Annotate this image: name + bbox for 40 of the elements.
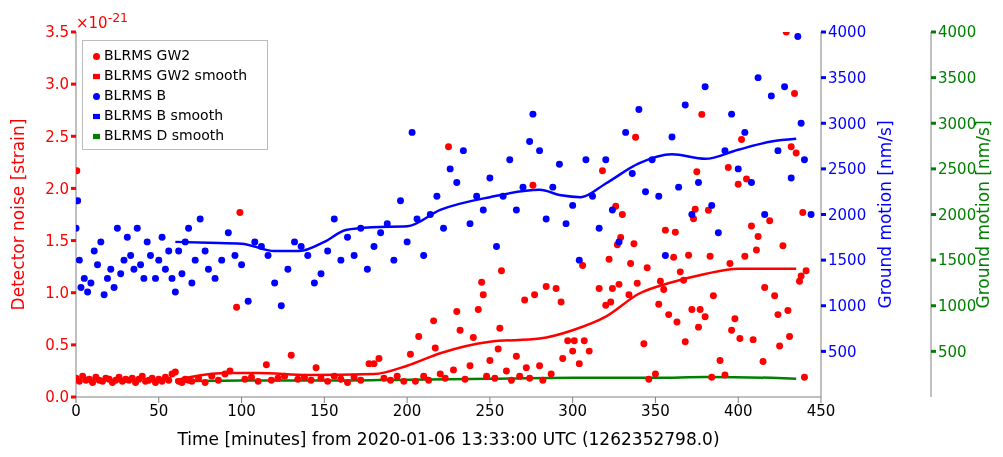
x-tick-label: 150	[310, 401, 339, 420]
legend-label: BLRMS B	[104, 87, 167, 103]
legend-label: BLRMS GW2 smooth	[104, 67, 248, 83]
legend-label: BLRMS B smooth	[104, 107, 224, 123]
x-tick-label: 0	[71, 401, 81, 420]
y-tick-label: 1.5	[45, 231, 69, 250]
x-tick-label: 200	[392, 401, 422, 420]
y2-tick-label: 4000	[828, 23, 867, 42]
y2-tick-label: 3000	[828, 114, 867, 133]
y3-tick-label: 1500	[938, 251, 977, 270]
x-tick-label: 100	[227, 401, 256, 420]
y-tick-label: 0.5	[45, 336, 69, 355]
y2-axis-title: Ground motion [nm/s]	[875, 120, 896, 309]
y3-tick-label: 3500	[938, 68, 977, 87]
y2-tick-label: 1500	[828, 251, 867, 270]
y2-tick-label: 1000	[828, 297, 867, 316]
x-tick-label: 350	[641, 401, 670, 420]
x-axis-title: Time [minutes] from 2020-01-06 13:33:00 UTC (1262352798.0)	[176, 429, 720, 449]
y2-tick-label: 500	[828, 342, 857, 361]
y2-tick-label: 3500	[828, 68, 867, 87]
y-tick-label: 1.0	[45, 284, 69, 303]
y2-tick-label: 2000	[828, 205, 867, 224]
y-tick-label: 2.5	[45, 127, 69, 146]
x-tick-label: 250	[475, 401, 505, 420]
y-axis-title: Detector noise [strain]	[8, 118, 29, 311]
x-tick-label: 400	[723, 401, 753, 420]
y-tick-label: 3.5	[45, 23, 69, 42]
y-tick-label: 2.0	[45, 179, 69, 198]
y-tick-label: 3.0	[45, 75, 69, 94]
y2-tick-label: 2500	[828, 160, 867, 179]
x-tick-label: 300	[558, 401, 587, 420]
y-tick-label: 0.0	[45, 388, 69, 407]
y3-tick-label: 4000	[938, 23, 977, 42]
y3-tick-label: 500	[938, 342, 967, 361]
legend-label: BLRMS GW2	[104, 47, 191, 63]
y3-tick-label: 1000	[938, 297, 977, 316]
annotation: ×10$^{-21}$	[76, 10, 129, 32]
x-tick-label: 450	[806, 401, 836, 420]
legend-label: BLRMS D smooth	[104, 127, 225, 143]
x-tick-label: 50	[149, 401, 169, 420]
